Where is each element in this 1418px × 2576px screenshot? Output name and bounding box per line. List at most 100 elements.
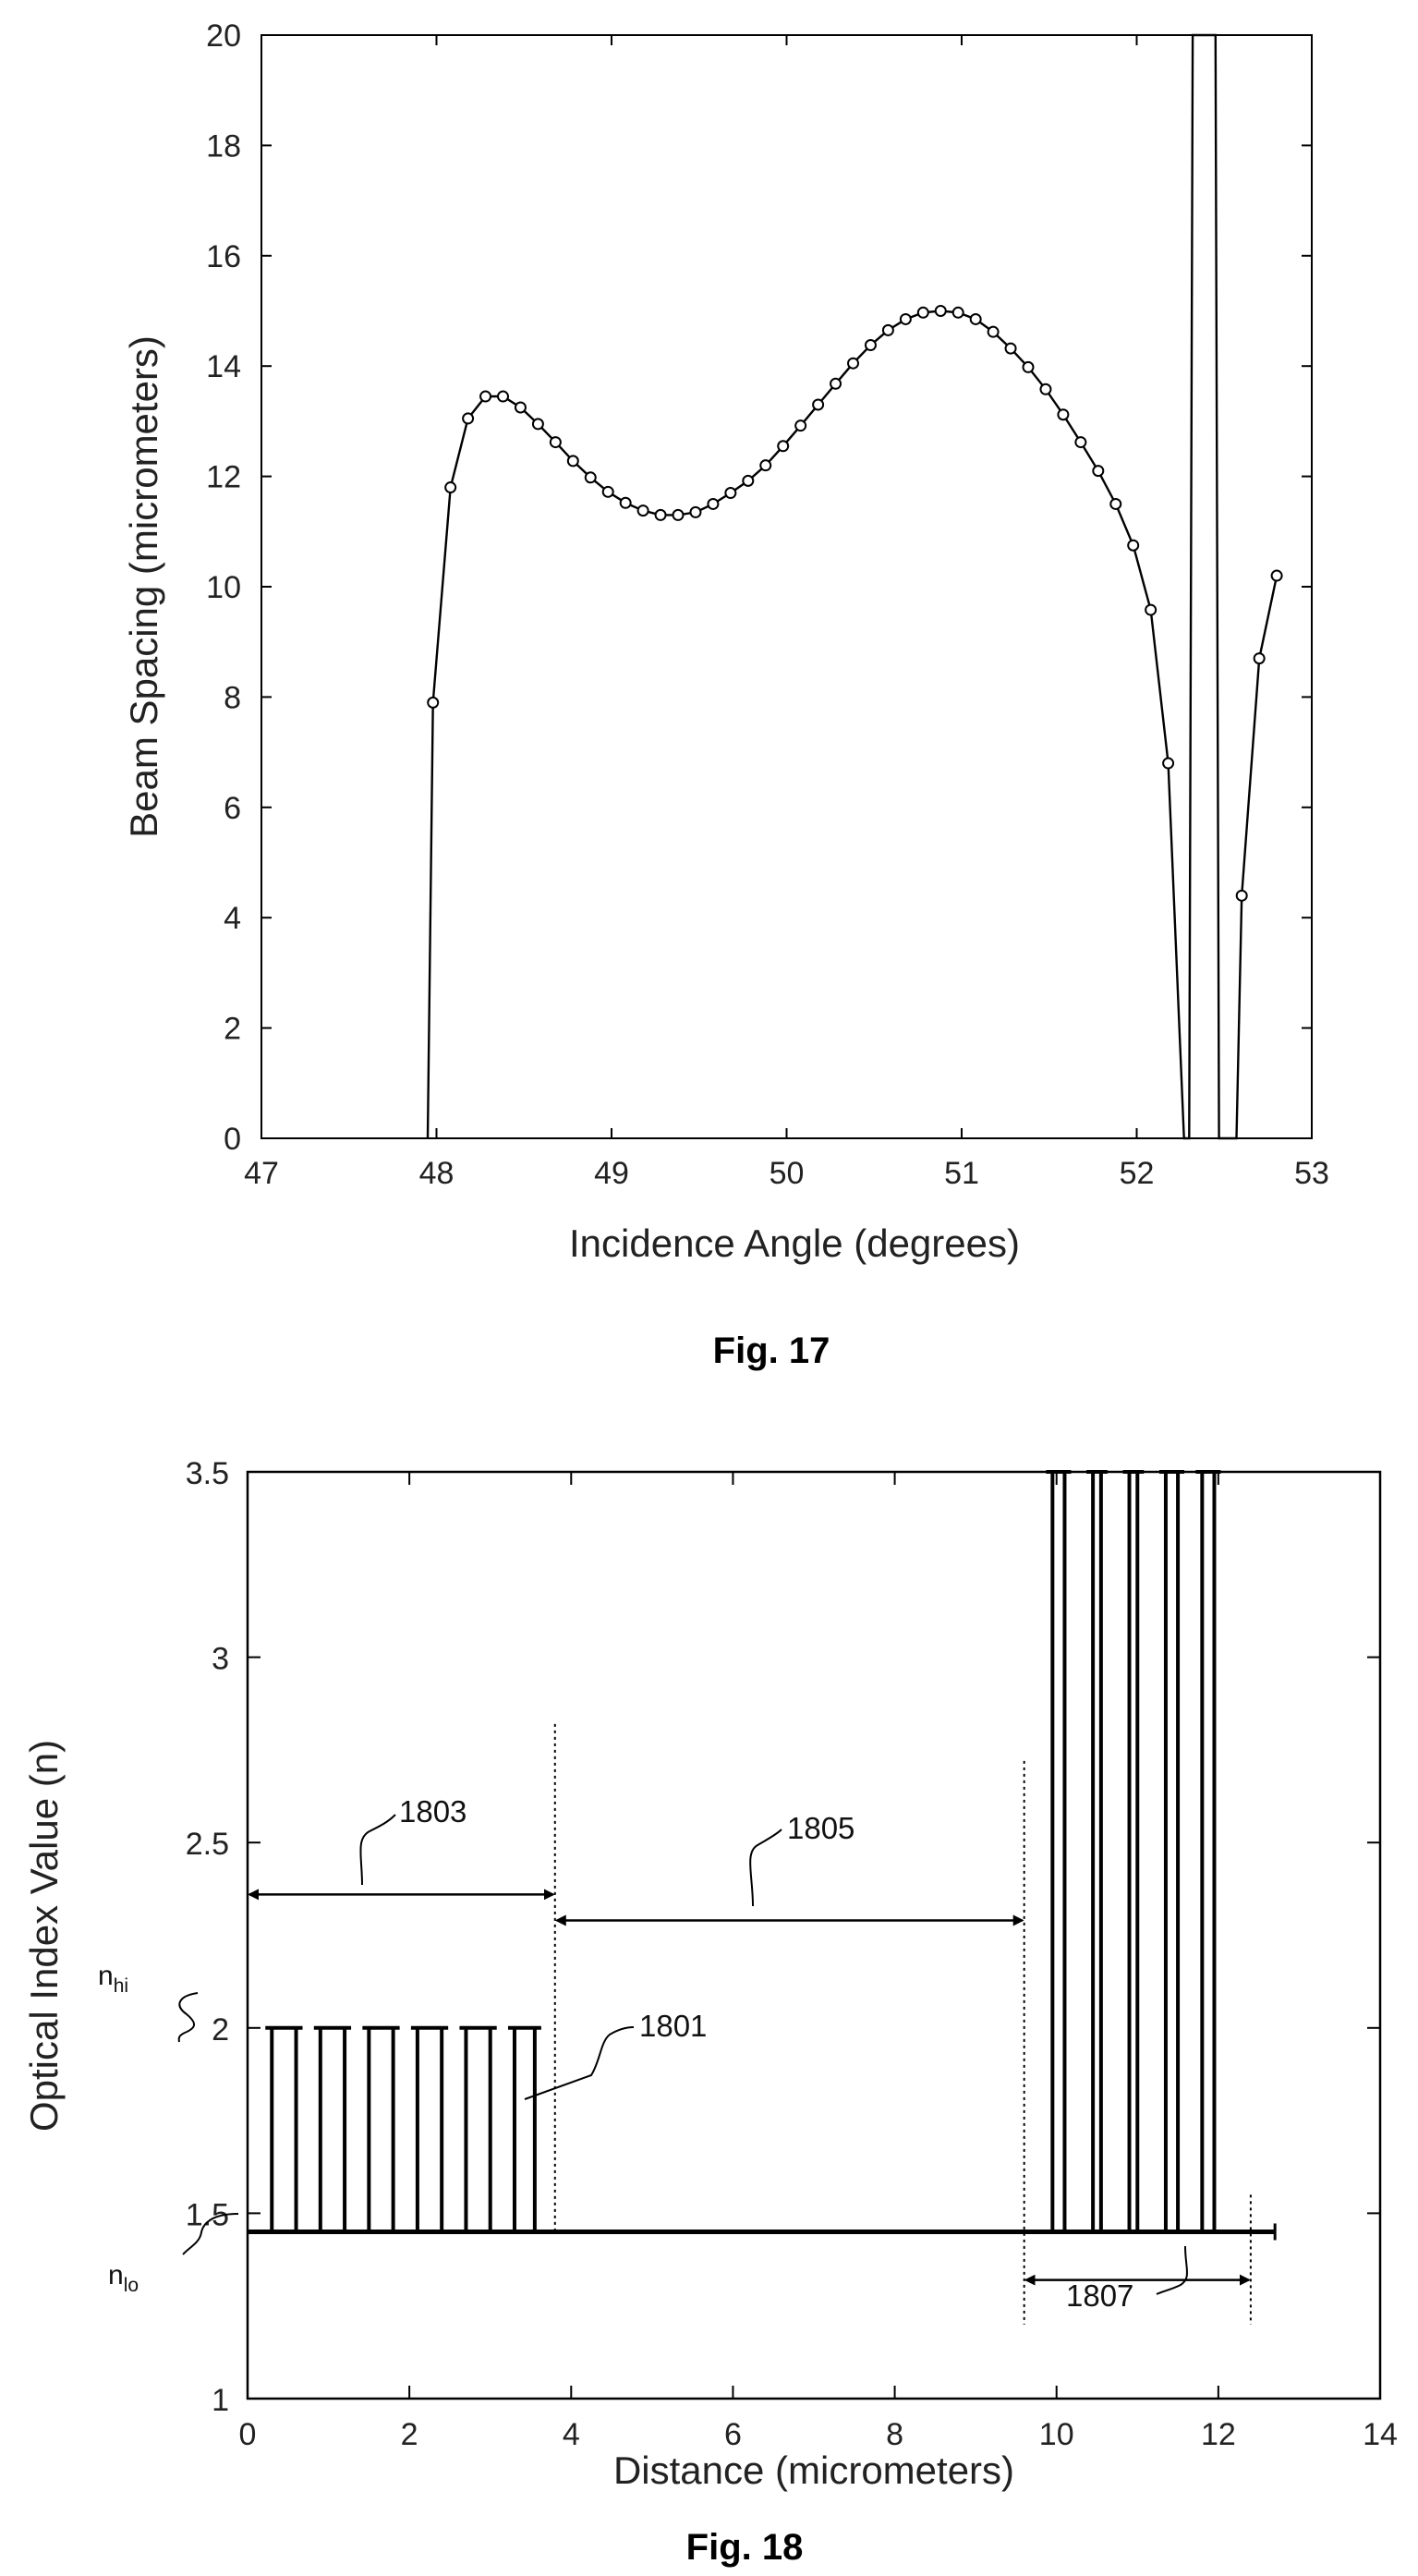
data-point	[951, 306, 964, 319]
x-tick-label: 0	[239, 2417, 257, 2452]
data-point	[1127, 539, 1140, 552]
data-point	[566, 455, 579, 468]
data-point	[514, 401, 527, 414]
data-point	[1022, 360, 1035, 373]
x-tick-label: 49	[594, 1156, 629, 1191]
fig18-caption: Fig. 18	[686, 2527, 804, 2568]
data-point	[899, 312, 912, 325]
fig18-x-axis: 0 2 4 6 8 10 12 14	[239, 1472, 1398, 2452]
x-tick-label: 48	[419, 1156, 454, 1191]
fig18-y-axis-title: Optical Index Value (n)	[22, 1740, 66, 2132]
n-lo-label: nlo	[108, 2260, 139, 2296]
y-tick-label: 3	[212, 1642, 229, 1677]
fig18-x-axis-title: Distance (micrometers)	[613, 2448, 1014, 2492]
x-tick-label: 51	[944, 1156, 979, 1191]
ref-1803: 1803	[359, 1794, 467, 1886]
data-point	[916, 306, 929, 319]
ref-1801-label: 1801	[639, 2009, 707, 2043]
n-hi-brace	[177, 1992, 199, 2043]
y-tick-label: 0	[224, 1122, 241, 1157]
ref-1805-leader	[749, 1829, 782, 1907]
fig18-section-spans	[248, 1889, 1251, 2286]
data-point	[549, 436, 562, 449]
data-point	[654, 508, 667, 521]
fig17-plot-frame	[261, 34, 1313, 1139]
fig17-y-axis: 0 2 4 6 8 10 12 14 16 18 20	[206, 18, 1312, 1157]
data-point	[479, 390, 492, 403]
y-tick-label: 20	[206, 18, 241, 54]
data-point	[1145, 603, 1157, 616]
n-lo-brace	[182, 2213, 239, 2255]
y-tick-label: 10	[206, 570, 241, 605]
data-point	[444, 481, 457, 494]
y-tick-label: 2	[224, 1012, 241, 1047]
y-tick-label: 6	[224, 791, 241, 826]
data-point	[830, 377, 842, 390]
data-point	[427, 696, 440, 709]
y-tick-label: 1	[212, 2383, 229, 2418]
n-lo-label-group: nlo	[108, 2213, 239, 2296]
data-point	[584, 471, 597, 484]
data-point	[1004, 342, 1017, 355]
data-point	[969, 312, 982, 325]
fig18-chart: 0 2 4 6 8 10 12 14 11.522.533.5 1803 1805 1801 …	[22, 1456, 1398, 2568]
y-tick-label: 18	[206, 128, 241, 164]
data-point	[881, 323, 894, 336]
data-point	[1235, 889, 1248, 902]
fig18-index-profile	[248, 1470, 1277, 2241]
ref-1801: 1801	[524, 2009, 707, 2100]
y-tick-label: 14	[206, 349, 241, 384]
beam-spacing-line	[426, 33, 1279, 1140]
data-point	[1270, 569, 1283, 582]
ref-1807: 1807	[1066, 2245, 1188, 2313]
fig18-plot-frame	[246, 1470, 1382, 2400]
data-point	[1039, 383, 1052, 395]
ref-1807-label: 1807	[1066, 2278, 1133, 2313]
x-tick-label: 2	[401, 2417, 418, 2452]
y-tick-label: 2	[212, 2012, 229, 2047]
data-point	[987, 325, 1000, 338]
data-point	[1253, 652, 1266, 665]
data-point	[601, 485, 614, 498]
x-tick-label: 47	[244, 1156, 279, 1191]
fig17-y-axis-title: Beam Spacing (micrometers)	[122, 335, 165, 838]
data-point	[497, 390, 510, 403]
n-hi-label-group: nhi	[98, 1961, 199, 2043]
fig17-chart: 47 48 49 50 51 52 53 0 2 4 6 8 10 12 14 16 18 20 Inciden…	[122, 18, 1329, 1371]
data-point	[462, 412, 475, 425]
data-point	[724, 487, 737, 500]
data-point	[934, 305, 947, 317]
data-point	[812, 398, 825, 411]
n-hi-label: nhi	[98, 1961, 128, 1997]
data-point	[864, 339, 877, 352]
x-tick-label: 6	[724, 2417, 742, 2452]
ref-1807-leader	[1156, 2245, 1188, 2295]
data-point	[689, 505, 702, 518]
ref-1805: 1805	[749, 1811, 854, 1907]
y-tick-label: 2.5	[186, 1827, 229, 1862]
data-point	[619, 496, 632, 509]
data-point	[531, 418, 544, 431]
ref-1803-label: 1803	[399, 1794, 467, 1829]
fig17-series	[426, 33, 1283, 1140]
data-point	[1074, 436, 1087, 449]
y-tick-label: 12	[206, 460, 241, 495]
x-tick-label: 50	[770, 1156, 805, 1191]
ref-1801-leader	[524, 2026, 635, 2100]
ref-1803-leader	[359, 1814, 396, 1886]
y-tick-label: 4	[224, 901, 241, 936]
fig17-x-axis: 47 48 49 50 51 52 53	[244, 35, 1329, 1191]
data-point	[777, 440, 790, 453]
data-point	[759, 459, 772, 472]
x-tick-label: 8	[886, 2417, 903, 2452]
x-tick-label: 12	[1201, 2417, 1236, 2452]
y-tick-label: 8	[224, 680, 241, 715]
data-point	[1092, 465, 1105, 478]
data-point	[1057, 408, 1070, 421]
data-point	[707, 497, 720, 510]
ref-1805-label: 1805	[787, 1811, 854, 1845]
data-point	[672, 508, 685, 521]
x-tick-label: 4	[563, 2417, 580, 2452]
fig17-caption: Fig. 17	[713, 1331, 830, 1371]
